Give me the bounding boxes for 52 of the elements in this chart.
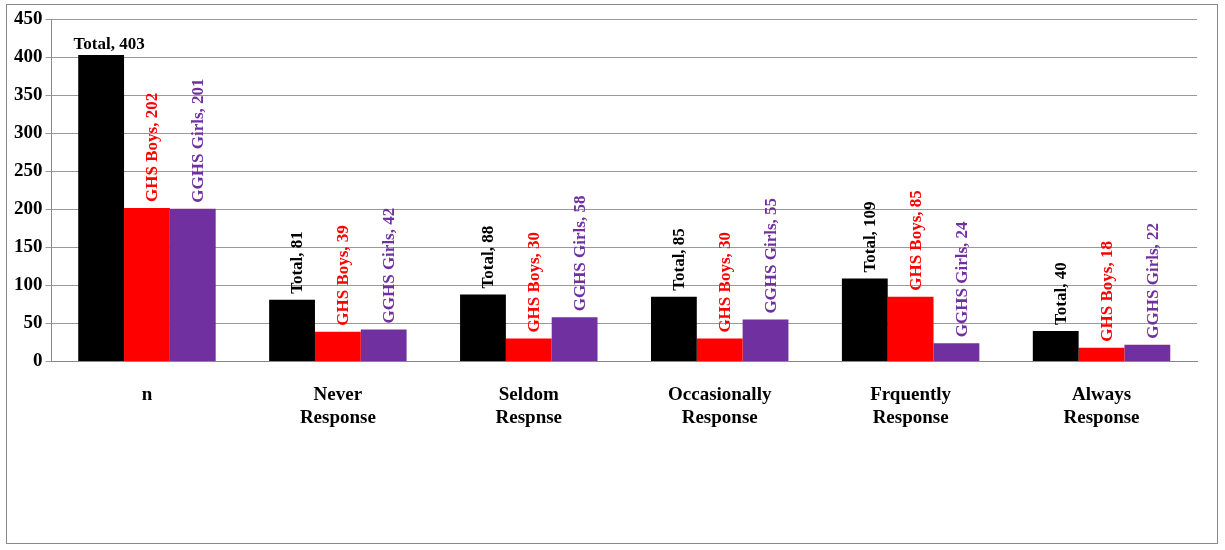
bar xyxy=(169,208,216,361)
bar xyxy=(650,296,697,361)
bar xyxy=(505,338,552,361)
x-tick-label: Never Response xyxy=(299,382,376,427)
x-tick-label: Always Response xyxy=(1063,382,1140,427)
bar xyxy=(460,294,506,361)
x-tick-label: n xyxy=(141,382,153,404)
bar xyxy=(78,55,125,361)
bar xyxy=(887,296,934,361)
bar xyxy=(124,207,170,361)
y-tick-label: 200 xyxy=(14,197,43,219)
bar xyxy=(551,317,598,361)
bar xyxy=(841,278,888,361)
bar xyxy=(1124,344,1171,361)
data-label: GHS Boys, 18 xyxy=(1096,241,1116,342)
y-tick-label: 50 xyxy=(23,311,43,333)
data-label: GGHS Girls, 24 xyxy=(951,220,971,338)
y-tick-label: 250 xyxy=(14,159,43,181)
data-label: GGHS Girls, 42 xyxy=(379,207,399,324)
y-tick-label: 300 xyxy=(14,121,43,143)
bar xyxy=(742,319,789,361)
bar xyxy=(314,331,361,361)
data-label: Total, 403 xyxy=(73,34,145,54)
y-tick-label: 150 xyxy=(14,235,43,257)
bar xyxy=(933,343,980,361)
x-tick-label: Frquently Response xyxy=(870,382,952,427)
data-label: GHS Boys, 30 xyxy=(715,231,735,333)
data-label: GHS Boys, 30 xyxy=(524,231,544,333)
data-label: Total, 81 xyxy=(287,231,307,294)
bar xyxy=(360,329,407,361)
y-tick-label: 0 xyxy=(33,349,43,371)
data-label: Total, 40 xyxy=(1051,262,1071,325)
data-label: GGHS Girls, 201 xyxy=(188,78,208,203)
data-label: Total, 88 xyxy=(478,225,498,289)
data-label: Total, 109 xyxy=(860,201,880,273)
y-tick-label: 100 xyxy=(14,273,43,295)
data-label: Total, 85 xyxy=(669,228,689,291)
data-label: GHS Boys, 39 xyxy=(333,225,353,326)
bar xyxy=(269,299,315,361)
x-tick-label: Occasionally Response xyxy=(667,382,772,427)
data-label: GGHS Girls, 55 xyxy=(760,197,780,314)
bar xyxy=(1078,347,1125,361)
data-label: GHS Boys, 202 xyxy=(142,92,162,202)
data-label: GGHS Girls, 22 xyxy=(1142,222,1162,339)
data-label: GGHS Girls, 58 xyxy=(570,195,589,312)
data-label: GHS Boys, 85 xyxy=(906,190,926,291)
bar xyxy=(1032,331,1079,361)
y-tick-label: 400 xyxy=(14,45,43,67)
y-tick-label: 350 xyxy=(14,83,43,105)
y-tick-label: 450 xyxy=(14,7,43,29)
bar xyxy=(696,338,743,361)
x-tick-label: Seldom Respnse xyxy=(495,382,563,427)
